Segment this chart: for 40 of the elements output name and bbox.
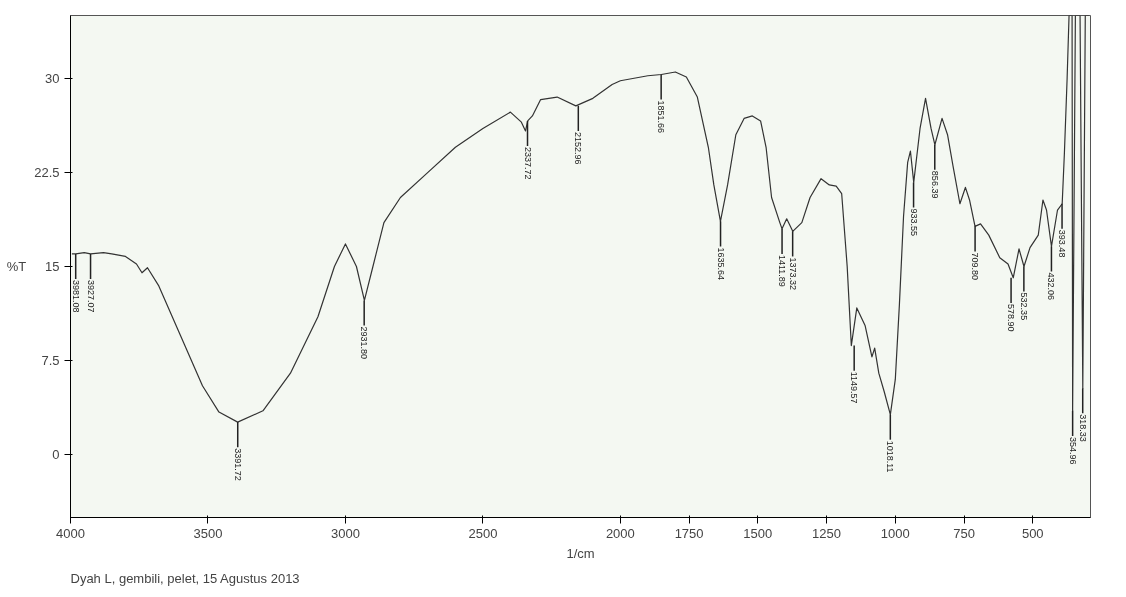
annotation: 578.90 xyxy=(1006,303,1017,332)
x-tick-label: 1250 xyxy=(812,525,842,541)
annotation: 318.33 xyxy=(1077,414,1088,442)
y-tick-label: 0 xyxy=(52,447,60,463)
annotation: 2931.80 xyxy=(359,326,370,360)
annotation: 2152.96 xyxy=(573,131,584,165)
x-tick-label: 4000 xyxy=(56,525,85,541)
annotation: 1373.32 xyxy=(787,257,798,291)
y-tick-label: 30 xyxy=(45,70,60,86)
x-tick-label: 3000 xyxy=(330,525,360,541)
x-tick-label: 750 xyxy=(953,525,975,541)
x-tick-label: 1750 xyxy=(674,525,704,541)
annotation: 3391.72 xyxy=(232,448,243,481)
annotation: 354.96 xyxy=(1067,436,1078,465)
annotation: 3927.07 xyxy=(85,280,96,313)
x-axis-title: 1/cm xyxy=(566,545,595,561)
annotation: 432.06 xyxy=(1046,272,1057,301)
annotation: 1149.57 xyxy=(849,371,860,404)
annotation: 3981.08 xyxy=(70,280,81,313)
x-tick-label: 500 xyxy=(1021,525,1044,541)
annotation: 2337.72 xyxy=(522,147,533,180)
annotation: 1635.64 xyxy=(715,247,726,280)
annotation: 1411.89 xyxy=(777,254,788,287)
y-tick-label: 15 xyxy=(45,259,60,274)
y-tick-label: 22.5 xyxy=(34,164,60,180)
annotation: 1018.11 xyxy=(885,440,896,473)
annotation: 1851.66 xyxy=(656,100,667,134)
annotation: 856.39 xyxy=(929,170,940,199)
annotation: 933.55 xyxy=(908,208,919,237)
x-tick-label: 3500 xyxy=(193,525,223,541)
annotation: 532.35 xyxy=(1018,292,1029,321)
y-axis-title: %T xyxy=(6,259,27,274)
y-tick-label: 7.5 xyxy=(41,353,60,369)
annotation: 709.80 xyxy=(970,252,981,280)
x-tick-label: 1000 xyxy=(880,525,910,541)
x-tick-label: 2000 xyxy=(605,525,635,541)
text: Dyah L, gembili, pelet, 15 Agustus 2013 xyxy=(70,570,300,586)
annotation: 393.48 xyxy=(1057,229,1068,258)
x-tick-label: 1500 xyxy=(743,525,773,541)
x-tick-label: 2500 xyxy=(468,525,498,541)
